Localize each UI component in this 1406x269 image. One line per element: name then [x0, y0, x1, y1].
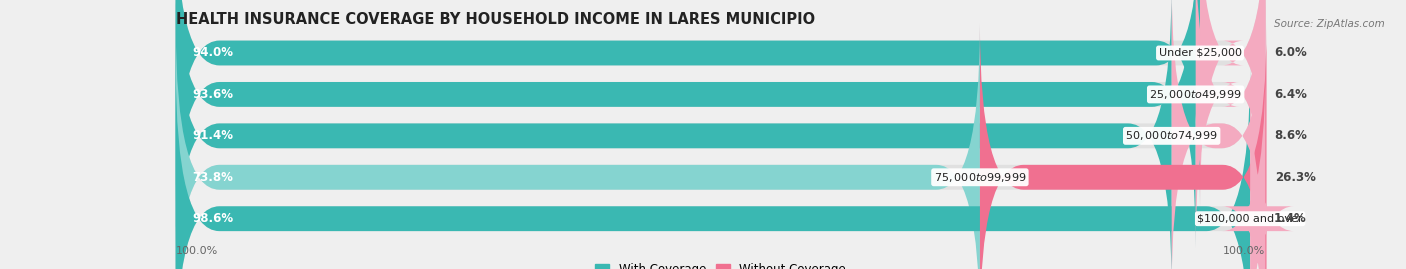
FancyBboxPatch shape	[176, 0, 1195, 248]
FancyBboxPatch shape	[176, 0, 1265, 269]
Text: 100.0%: 100.0%	[176, 246, 218, 256]
FancyBboxPatch shape	[176, 0, 1201, 206]
Text: Source: ZipAtlas.com: Source: ZipAtlas.com	[1274, 19, 1385, 29]
FancyBboxPatch shape	[1171, 0, 1265, 269]
FancyBboxPatch shape	[1201, 0, 1265, 206]
Text: 100.0%: 100.0%	[1223, 246, 1265, 256]
Text: 73.8%: 73.8%	[193, 171, 233, 184]
Text: 1.4%: 1.4%	[1274, 212, 1306, 225]
Text: Under $25,000: Under $25,000	[1159, 48, 1241, 58]
Text: 26.3%: 26.3%	[1275, 171, 1316, 184]
FancyBboxPatch shape	[176, 0, 1265, 248]
Text: 8.6%: 8.6%	[1274, 129, 1308, 142]
Text: 6.4%: 6.4%	[1274, 88, 1308, 101]
Text: 93.6%: 93.6%	[193, 88, 233, 101]
Text: $25,000 to $49,999: $25,000 to $49,999	[1150, 88, 1241, 101]
FancyBboxPatch shape	[176, 65, 1250, 269]
Text: 94.0%: 94.0%	[193, 47, 233, 59]
FancyBboxPatch shape	[1222, 65, 1294, 269]
Text: $75,000 to $99,999: $75,000 to $99,999	[934, 171, 1026, 184]
Text: 98.6%: 98.6%	[193, 212, 233, 225]
Text: HEALTH INSURANCE COVERAGE BY HOUSEHOLD INCOME IN LARES MUNICIPIO: HEALTH INSURANCE COVERAGE BY HOUSEHOLD I…	[176, 12, 815, 27]
Text: $100,000 and over: $100,000 and over	[1198, 214, 1303, 224]
Text: 91.4%: 91.4%	[193, 129, 233, 142]
Text: 6.0%: 6.0%	[1274, 47, 1306, 59]
FancyBboxPatch shape	[176, 0, 1265, 206]
FancyBboxPatch shape	[176, 24, 980, 269]
Text: $50,000 to $74,999: $50,000 to $74,999	[1125, 129, 1218, 142]
FancyBboxPatch shape	[176, 24, 1265, 269]
FancyBboxPatch shape	[980, 24, 1267, 269]
FancyBboxPatch shape	[1195, 0, 1265, 248]
FancyBboxPatch shape	[176, 65, 1265, 269]
FancyBboxPatch shape	[176, 0, 1171, 269]
Legend: With Coverage, Without Coverage: With Coverage, Without Coverage	[592, 259, 849, 269]
